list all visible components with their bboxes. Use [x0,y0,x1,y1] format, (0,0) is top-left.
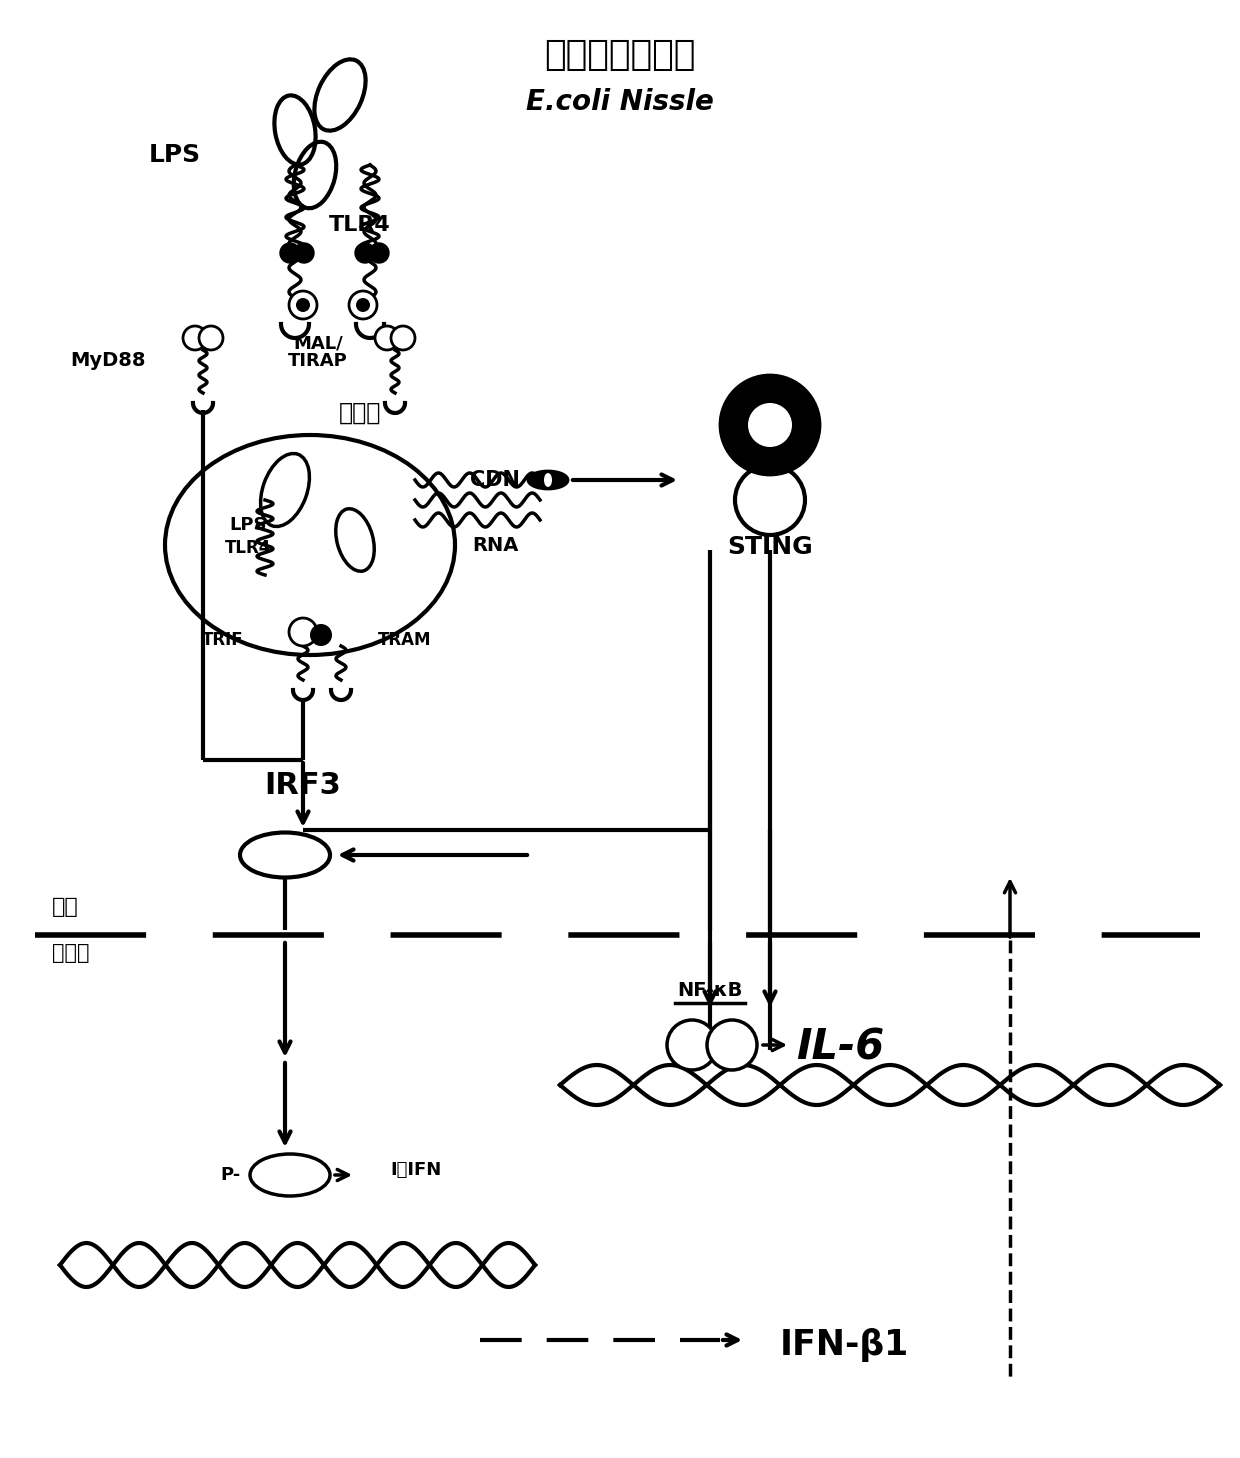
Circle shape [280,243,300,262]
Text: LPS: LPS [229,516,267,534]
Circle shape [720,375,820,475]
Circle shape [289,618,317,646]
Text: 细胞核: 细胞核 [52,943,89,962]
Circle shape [348,292,377,319]
Circle shape [374,327,399,350]
Text: I型IFN: I型IFN [391,1161,441,1180]
Circle shape [184,327,207,350]
Circle shape [707,1021,756,1070]
Circle shape [310,624,332,646]
Text: IL-6: IL-6 [796,1026,884,1069]
Circle shape [356,297,370,312]
Text: TRIF: TRIF [201,631,243,649]
Circle shape [739,469,801,531]
Text: IFN-β1: IFN-β1 [780,1328,909,1362]
Circle shape [667,1021,717,1070]
Ellipse shape [544,472,552,487]
Text: MAL/: MAL/ [293,334,343,351]
Text: E.coli Nissle: E.coli Nissle [526,87,714,117]
Text: MyD88: MyD88 [71,350,146,369]
Circle shape [198,327,223,350]
Text: p65: p65 [719,1038,745,1051]
Text: NF-κB: NF-κB [677,981,743,1000]
Text: 革兰氏阴性细菌: 革兰氏阴性细菌 [544,38,696,71]
Text: P-: P- [219,1166,241,1184]
Text: TLR4: TLR4 [329,214,391,235]
Circle shape [294,243,314,262]
Text: p50: p50 [678,1038,706,1051]
Text: IRF3: IRF3 [264,771,341,800]
Circle shape [391,327,415,350]
Circle shape [289,292,317,319]
Circle shape [370,243,389,262]
Ellipse shape [528,471,568,488]
Circle shape [296,297,310,312]
Text: TLR4: TLR4 [224,539,272,557]
Text: 胞质: 胞质 [52,897,79,917]
Text: STING: STING [727,535,813,558]
Text: RNA: RNA [471,535,518,554]
Circle shape [748,402,792,448]
Text: TRAM: TRAM [378,631,432,649]
Text: 吞噬体: 吞噬体 [339,401,381,424]
Text: LPS: LPS [149,143,201,168]
Circle shape [355,243,374,262]
Text: TIRAP: TIRAP [288,351,348,370]
Text: CDN: CDN [470,469,520,490]
